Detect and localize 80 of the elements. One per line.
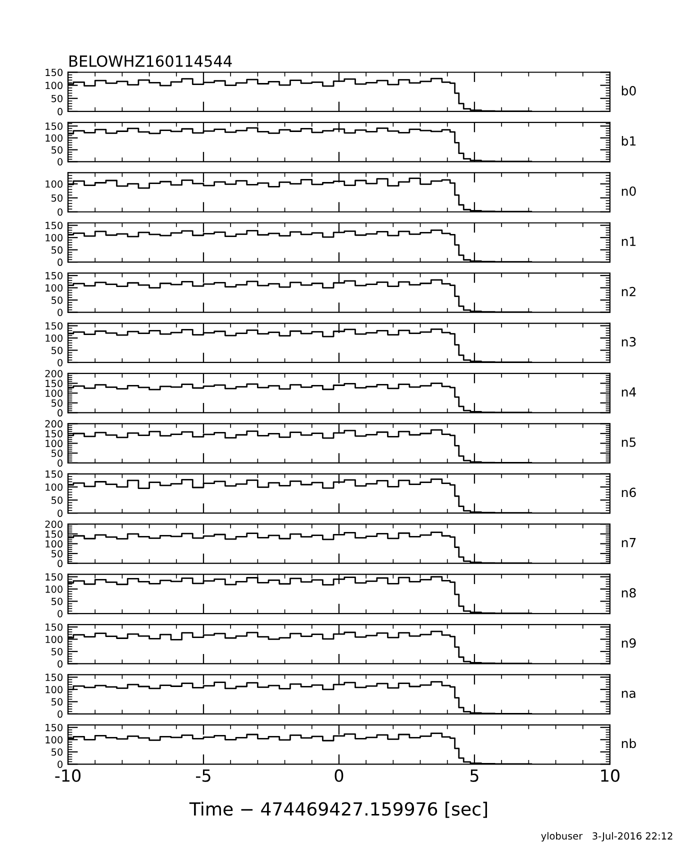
text: n6	[622, 488, 636, 498]
text: n7	[622, 538, 636, 548]
y-tick-label: 100	[46, 284, 62, 292]
y-tick-label: 50	[52, 146, 62, 154]
y-tick-label: 0	[58, 760, 62, 768]
y-tick-label: 50	[52, 496, 62, 504]
x-axis-title: Time − 474469427.159976 [sec]	[189, 802, 487, 818]
x-tick-label: 5	[470, 770, 478, 782]
y-tick-label: 50	[52, 598, 62, 606]
y-tick-label: 0	[58, 610, 62, 618]
text: nb	[622, 738, 636, 748]
text: na	[622, 690, 636, 698]
y-tick-label: 100	[46, 540, 62, 548]
y-tick-label: 150	[46, 724, 62, 732]
y-tick-label: 100	[46, 483, 62, 491]
y-tick-label: 50	[52, 648, 62, 656]
text: n8	[622, 588, 636, 598]
y-tick-label: 150	[46, 573, 62, 581]
y-tick-label: 150	[46, 272, 62, 280]
y-tick-label: 150	[46, 222, 62, 230]
y-tick-label: 100	[46, 390, 62, 397]
y-tick-label: 50	[52, 194, 62, 202]
chart-title: BELOWHZ160114544	[70, 55, 232, 67]
text: n4	[622, 387, 636, 397]
y-tick-label: 200	[45, 370, 62, 378]
y-tick-label: 50	[52, 748, 62, 756]
text: n2	[622, 286, 636, 296]
x-tick-label: -10	[55, 769, 81, 782]
y-tick-label: 150	[46, 322, 62, 330]
y-tick-label: 100	[46, 134, 62, 142]
y-tick-label: 0	[58, 108, 62, 116]
y-tick-label: 0	[58, 660, 62, 668]
y-tick-label: 100	[46, 234, 62, 242]
y-tick-label: 50	[52, 399, 62, 407]
y-tick-label: 100	[46, 586, 62, 593]
text: n1	[622, 236, 636, 246]
y-tick-label: 0	[58, 258, 62, 266]
y-tick-label: 0	[58, 510, 62, 517]
y-tick-label: 50	[52, 94, 62, 102]
y-tick-label: 0	[58, 308, 62, 316]
y-tick-label: 0	[58, 409, 62, 417]
y-tick-label: 100	[46, 440, 62, 448]
x-tick-label: 0	[334, 769, 344, 782]
y-tick-label: 0	[58, 208, 62, 216]
y-tick-label: 50	[52, 550, 62, 558]
y-tick-label: 200	[45, 420, 62, 428]
text: n3	[622, 337, 636, 347]
text: ylobuser 3-Jul-2016 22:12	[541, 832, 672, 842]
y-tick-label: 150	[46, 68, 62, 76]
x-tick-label: -5	[196, 770, 210, 782]
y-tick-label: 150	[46, 122, 62, 130]
text: b1	[622, 136, 636, 146]
y-tick-label: 0	[58, 358, 62, 366]
y-tick-label: 150	[46, 623, 62, 631]
y-tick-label: 100	[46, 82, 62, 90]
y-tick-label: 0	[58, 560, 62, 568]
text: n5	[622, 438, 636, 447]
y-tick-label: 150	[46, 674, 62, 682]
y-tick-label: 150	[46, 470, 62, 478]
y-tick-label: 100	[46, 180, 62, 188]
y-tick-label: 100	[46, 686, 62, 694]
y-tick-label: 100	[46, 636, 62, 644]
text: n0	[622, 186, 636, 196]
text: n9	[622, 638, 636, 648]
text: b0	[622, 86, 636, 96]
y-tick-label: 50	[52, 450, 62, 457]
y-tick-label: 50	[52, 246, 62, 254]
y-tick-label: 150	[46, 430, 62, 438]
y-tick-label: 50	[52, 346, 62, 354]
y-tick-label: 100	[46, 334, 62, 342]
y-tick-label: 0	[58, 158, 62, 166]
y-tick-label: 50	[52, 296, 62, 304]
y-tick-label: 0	[58, 459, 62, 467]
y-tick-label: 150	[46, 530, 62, 538]
y-tick-label: 0	[58, 710, 62, 718]
y-tick-label: 50	[52, 698, 62, 706]
x-tick-label: 10	[601, 769, 620, 782]
y-tick-label: 200	[45, 520, 62, 528]
y-tick-label: 100	[46, 736, 62, 744]
y-tick-label: 150	[46, 380, 62, 388]
